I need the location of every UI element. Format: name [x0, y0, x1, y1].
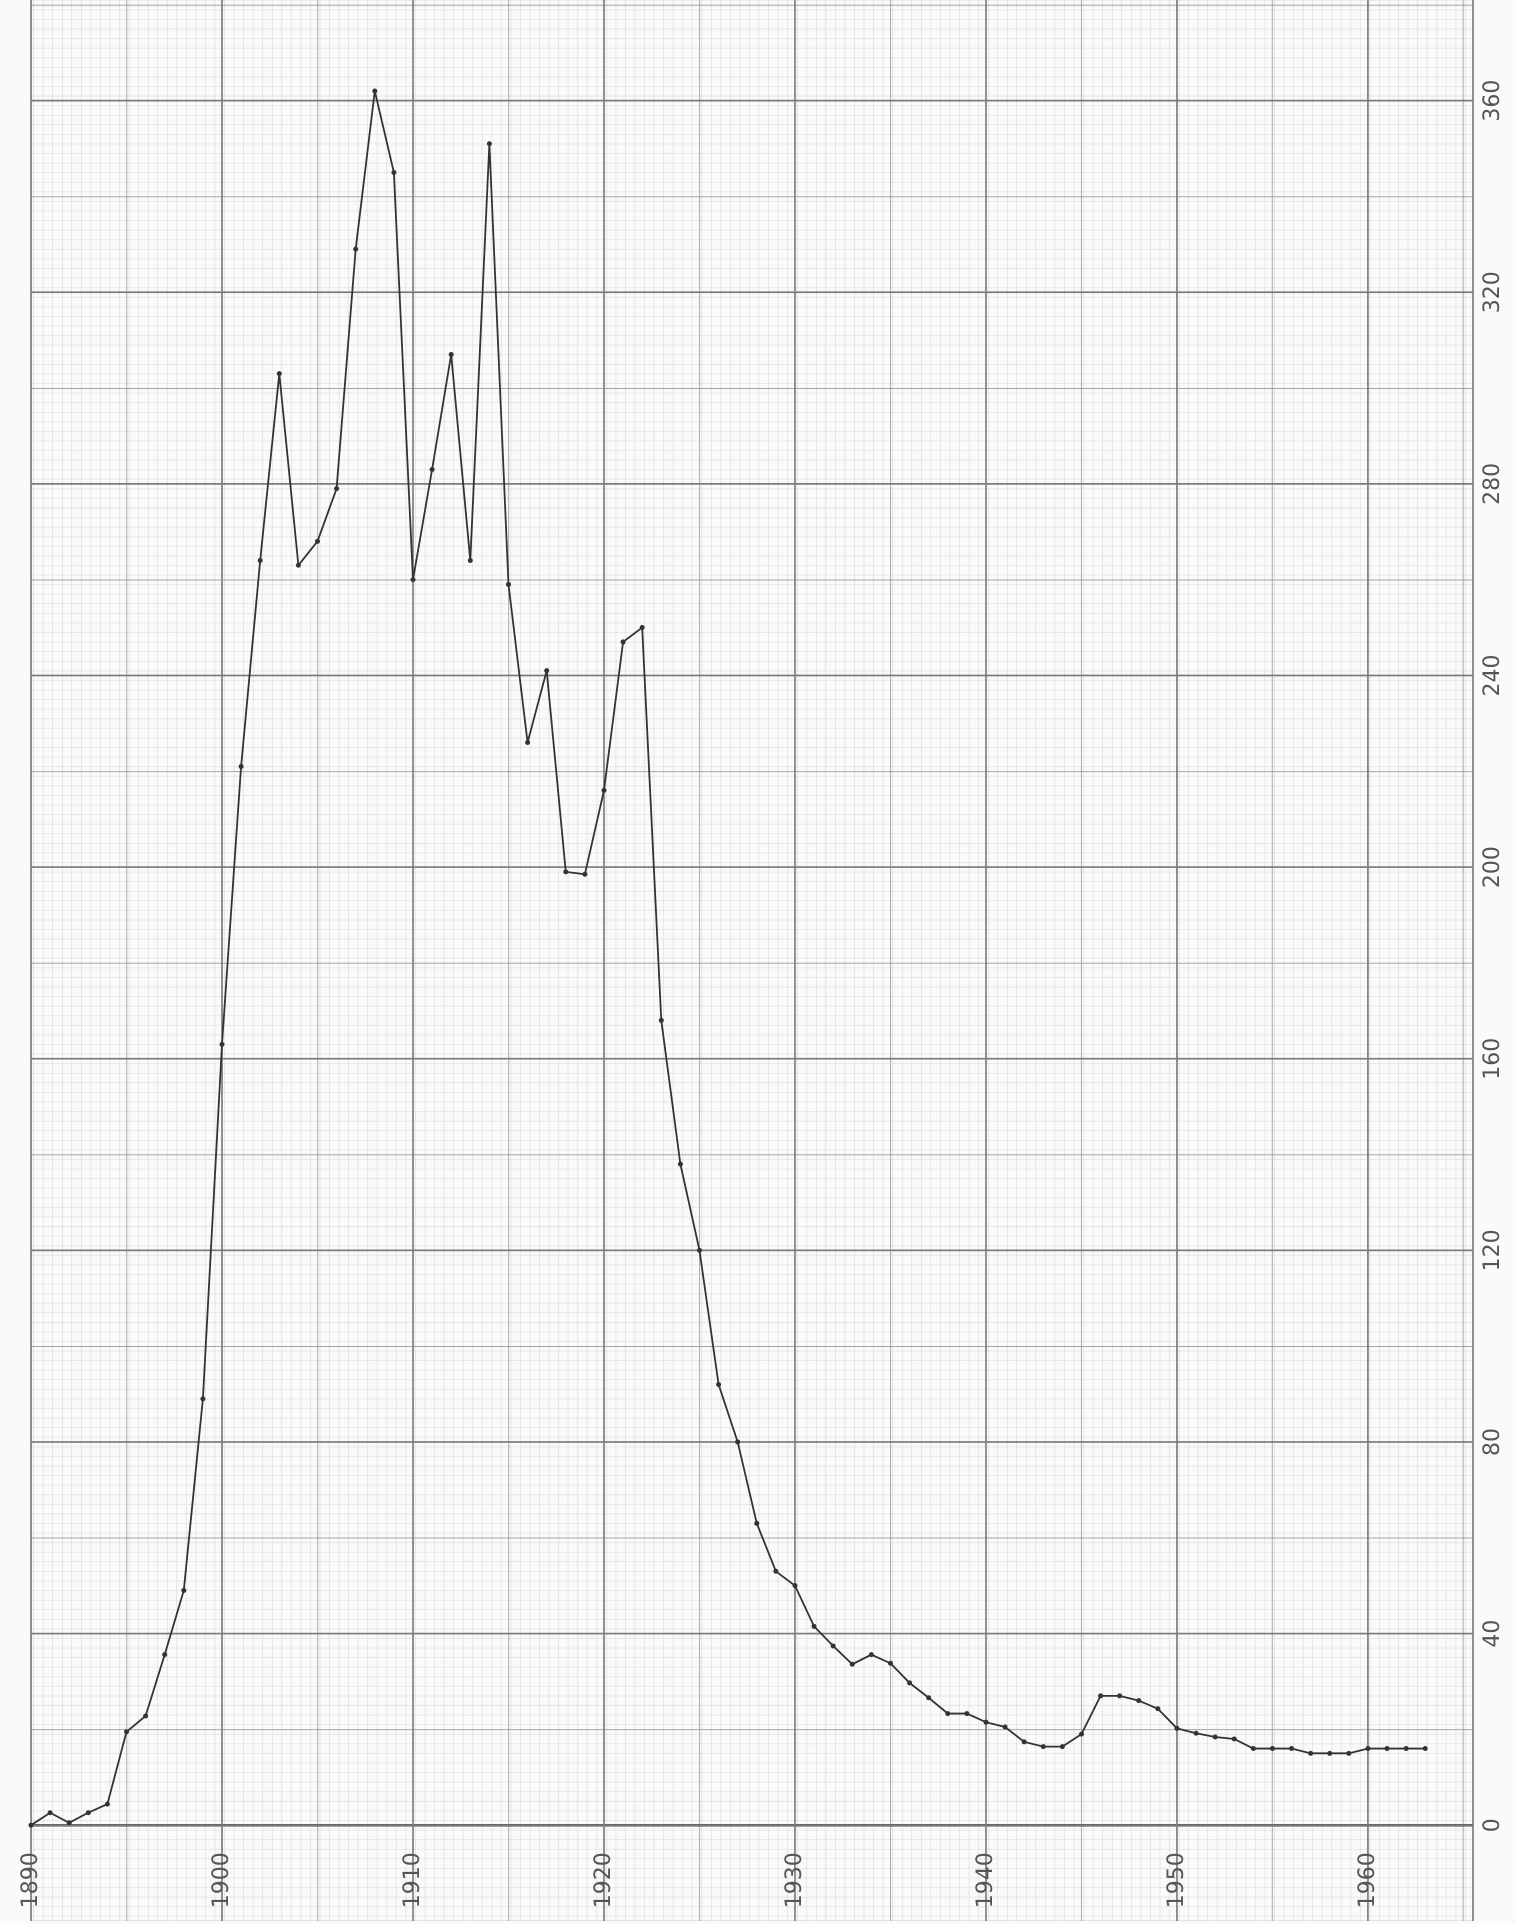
data-point [104, 1801, 110, 1807]
data-point [410, 577, 416, 583]
data-point [1308, 1750, 1314, 1756]
data-point [1136, 1698, 1142, 1704]
y-tick-label: 240 [1480, 654, 1505, 696]
y-tick-label: 40 [1480, 1620, 1505, 1648]
data-point [1117, 1693, 1123, 1699]
data-point [1078, 1731, 1084, 1737]
data-point [1269, 1746, 1275, 1752]
data-point [639, 625, 645, 631]
y-tick-label: 160 [1480, 1038, 1505, 1080]
data-point [563, 869, 569, 875]
data-point [716, 1381, 722, 1387]
data-point [582, 871, 588, 877]
data-point [353, 246, 359, 252]
data-point [448, 351, 454, 357]
y-tick-label: 280 [1480, 463, 1505, 505]
data-point [334, 486, 340, 492]
y-tick-label: 80 [1480, 1428, 1505, 1456]
data-point [1231, 1736, 1237, 1742]
data-point [1155, 1706, 1161, 1712]
data-point [1422, 1746, 1428, 1752]
data-point [505, 581, 511, 587]
data-point [830, 1643, 836, 1649]
y-tick-label: 200 [1480, 846, 1505, 888]
data-point [1327, 1750, 1333, 1756]
data-point [887, 1660, 893, 1666]
data-point [945, 1711, 951, 1717]
y-tick-label: 360 [1480, 80, 1505, 122]
data-point [544, 668, 550, 674]
data-point [1021, 1739, 1027, 1745]
data-point [238, 763, 244, 769]
data-point [1365, 1746, 1371, 1752]
data-point [1250, 1746, 1256, 1752]
x-tick-label: 1960 [1355, 1852, 1380, 1908]
data-line [30, 90, 1426, 1826]
y-tick-label: 0 [1480, 1818, 1505, 1832]
data-point [1174, 1725, 1180, 1731]
data-point [964, 1711, 970, 1717]
data-point [276, 371, 282, 377]
data-point [868, 1652, 874, 1658]
data-point [907, 1680, 913, 1686]
data-point [85, 1810, 91, 1816]
data-point [181, 1587, 187, 1593]
data-point [677, 1161, 683, 1167]
data-point [926, 1695, 932, 1701]
data-point [658, 1017, 664, 1023]
y-tick-label: 320 [1480, 271, 1505, 313]
data-point [28, 1822, 34, 1828]
data-point [1289, 1746, 1295, 1752]
data-point [162, 1652, 168, 1658]
data-point [620, 639, 626, 645]
data-point [696, 1247, 702, 1253]
data-point [1002, 1724, 1008, 1730]
data-point [983, 1719, 989, 1725]
data-point [754, 1520, 760, 1526]
x-tick-label: 1910 [400, 1852, 425, 1908]
data-point [143, 1713, 149, 1719]
data-point [735, 1439, 741, 1445]
data-point [811, 1623, 817, 1629]
data-point [372, 88, 378, 94]
x-tick-label: 1940 [973, 1852, 998, 1908]
data-point [601, 787, 607, 793]
data-point [525, 740, 531, 746]
data-point [849, 1661, 855, 1667]
data-point [429, 466, 435, 472]
data-point [1059, 1744, 1065, 1750]
x-tick-label: 1950 [1164, 1852, 1189, 1908]
data-point [773, 1568, 779, 1574]
data-point [1403, 1746, 1409, 1752]
x-tick-label: 1900 [209, 1852, 234, 1908]
data-point [1212, 1734, 1218, 1740]
data-point [486, 141, 492, 147]
x-tick-label: 1890 [18, 1852, 43, 1908]
data-point [257, 557, 263, 563]
data-point [1040, 1744, 1046, 1750]
data-point [1193, 1730, 1199, 1736]
graph-paper [31, 0, 1473, 1921]
data-point [314, 538, 320, 544]
data-point [200, 1396, 206, 1402]
data-point [47, 1810, 53, 1816]
x-tick-label: 1930 [782, 1852, 807, 1908]
data-point [1384, 1746, 1390, 1752]
data-point [123, 1729, 129, 1735]
data-point [1098, 1693, 1104, 1699]
y-tick-label: 120 [1480, 1229, 1505, 1271]
data-point [66, 1820, 72, 1826]
data-point [219, 1041, 225, 1047]
data-point [1346, 1750, 1352, 1756]
data-point [792, 1583, 798, 1589]
data-point [467, 557, 473, 563]
data-point [391, 169, 397, 175]
x-tick-label: 1920 [591, 1852, 616, 1908]
data-point [295, 562, 301, 568]
